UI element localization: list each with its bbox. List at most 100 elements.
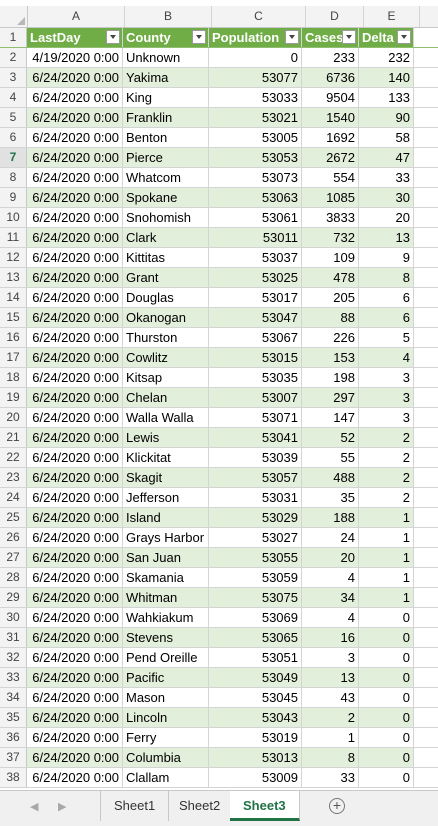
delta-cell[interactable]: 13: [359, 228, 414, 247]
cases-cell[interactable]: 297: [302, 388, 359, 407]
lastday-cell[interactable]: 6/24/2020 0:00: [27, 328, 123, 347]
column-header-b[interactable]: B: [125, 6, 212, 27]
population-cell[interactable]: 53057: [209, 468, 302, 487]
county-cell[interactable]: Kitsap: [123, 368, 209, 387]
cases-cell[interactable]: 3833: [302, 208, 359, 227]
row-number[interactable]: 20: [0, 408, 27, 427]
cases-cell[interactable]: 109: [302, 248, 359, 267]
delta-cell[interactable]: 0: [359, 608, 414, 627]
delta-cell[interactable]: 5: [359, 328, 414, 347]
county-cell[interactable]: Skamania: [123, 568, 209, 587]
row-number[interactable]: 15: [0, 308, 27, 327]
delta-cell[interactable]: 90: [359, 108, 414, 127]
row-number[interactable]: 36: [0, 728, 27, 747]
county-cell[interactable]: Whitman: [123, 588, 209, 607]
lastday-cell[interactable]: 6/24/2020 0:00: [27, 268, 123, 287]
population-cell[interactable]: 53067: [209, 328, 302, 347]
population-cell[interactable]: 53035: [209, 368, 302, 387]
lastday-cell[interactable]: 6/24/2020 0:00: [27, 708, 123, 727]
delta-cell[interactable]: 0: [359, 688, 414, 707]
cases-cell[interactable]: 233: [302, 48, 359, 67]
county-cell[interactable]: Benton: [123, 128, 209, 147]
county-cell[interactable]: Wahkiakum: [123, 608, 209, 627]
lastday-cell[interactable]: 6/24/2020 0:00: [27, 388, 123, 407]
county-cell[interactable]: Stevens: [123, 628, 209, 647]
filter-dropdown-icon[interactable]: [342, 30, 356, 44]
cases-cell[interactable]: 554: [302, 168, 359, 187]
population-cell[interactable]: 53045: [209, 688, 302, 707]
population-cell[interactable]: 53065: [209, 628, 302, 647]
delta-cell[interactable]: 0: [359, 668, 414, 687]
row-number[interactable]: 37: [0, 748, 27, 767]
county-cell[interactable]: Chelan: [123, 388, 209, 407]
county-cell[interactable]: Walla Walla: [123, 408, 209, 427]
row-number[interactable]: 5: [0, 108, 27, 127]
lastday-cell[interactable]: 4/19/2020 0:00: [27, 48, 123, 67]
header-cell-population[interactable]: Population: [209, 28, 302, 47]
column-header-d[interactable]: D: [306, 6, 364, 27]
row-number[interactable]: 33: [0, 668, 27, 687]
population-cell[interactable]: 53047: [209, 308, 302, 327]
delta-cell[interactable]: 1: [359, 548, 414, 567]
lastday-cell[interactable]: 6/24/2020 0:00: [27, 188, 123, 207]
cases-cell[interactable]: 24: [302, 528, 359, 547]
lastday-cell[interactable]: 6/24/2020 0:00: [27, 128, 123, 147]
column-header-a[interactable]: A: [28, 6, 125, 27]
delta-cell[interactable]: 9: [359, 248, 414, 267]
column-header-e[interactable]: E: [364, 6, 420, 27]
cases-cell[interactable]: 8: [302, 748, 359, 767]
lastday-cell[interactable]: 6/24/2020 0:00: [27, 508, 123, 527]
cases-cell[interactable]: 2: [302, 708, 359, 727]
lastday-cell[interactable]: 6/24/2020 0:00: [27, 748, 123, 767]
cases-cell[interactable]: 188: [302, 508, 359, 527]
lastday-cell[interactable]: 6/24/2020 0:00: [27, 88, 123, 107]
population-cell[interactable]: 53049: [209, 668, 302, 687]
population-cell[interactable]: 53063: [209, 188, 302, 207]
population-cell[interactable]: 53005: [209, 128, 302, 147]
cases-cell[interactable]: 9504: [302, 88, 359, 107]
header-cell-cases[interactable]: Cases: [302, 28, 359, 47]
row-number[interactable]: 19: [0, 388, 27, 407]
tab-scroll-right-icon[interactable]: ▶: [58, 801, 67, 813]
row-number[interactable]: 25: [0, 508, 27, 527]
delta-cell[interactable]: 2: [359, 468, 414, 487]
delta-cell[interactable]: 0: [359, 728, 414, 747]
add-sheet-button[interactable]: +: [329, 798, 345, 814]
row-number[interactable]: 24: [0, 488, 27, 507]
lastday-cell[interactable]: 6/24/2020 0:00: [27, 668, 123, 687]
row-number[interactable]: 16: [0, 328, 27, 347]
delta-cell[interactable]: 0: [359, 648, 414, 667]
population-cell[interactable]: 53075: [209, 588, 302, 607]
county-cell[interactable]: Clallam: [123, 768, 209, 787]
filter-dropdown-icon[interactable]: [285, 30, 299, 44]
row-number[interactable]: 3: [0, 68, 27, 87]
lastday-cell[interactable]: 6/24/2020 0:00: [27, 68, 123, 87]
row-number[interactable]: 10: [0, 208, 27, 227]
cases-cell[interactable]: 1085: [302, 188, 359, 207]
lastday-cell[interactable]: 6/24/2020 0:00: [27, 488, 123, 507]
row-number[interactable]: 14: [0, 288, 27, 307]
county-cell[interactable]: Unknown: [123, 48, 209, 67]
cases-cell[interactable]: 205: [302, 288, 359, 307]
lastday-cell[interactable]: 6/24/2020 0:00: [27, 468, 123, 487]
lastday-cell[interactable]: 6/24/2020 0:00: [27, 528, 123, 547]
cases-cell[interactable]: 488: [302, 468, 359, 487]
county-cell[interactable]: Lewis: [123, 428, 209, 447]
delta-cell[interactable]: 3: [359, 388, 414, 407]
county-cell[interactable]: Yakima: [123, 68, 209, 87]
population-cell[interactable]: 53033: [209, 88, 302, 107]
tab-sheet3[interactable]: Sheet3: [230, 791, 300, 821]
cases-cell[interactable]: 1540: [302, 108, 359, 127]
population-cell[interactable]: 53021: [209, 108, 302, 127]
population-cell[interactable]: 53053: [209, 148, 302, 167]
lastday-cell[interactable]: 6/24/2020 0:00: [27, 228, 123, 247]
tab-scroll-left-icon[interactable]: ◀: [30, 801, 39, 813]
row-number[interactable]: 31: [0, 628, 27, 647]
population-cell[interactable]: 53031: [209, 488, 302, 507]
county-cell[interactable]: Klickitat: [123, 448, 209, 467]
lastday-cell[interactable]: 6/24/2020 0:00: [27, 168, 123, 187]
cases-cell[interactable]: 1692: [302, 128, 359, 147]
cases-cell[interactable]: 52: [302, 428, 359, 447]
cases-cell[interactable]: 43: [302, 688, 359, 707]
cases-cell[interactable]: 4: [302, 568, 359, 587]
